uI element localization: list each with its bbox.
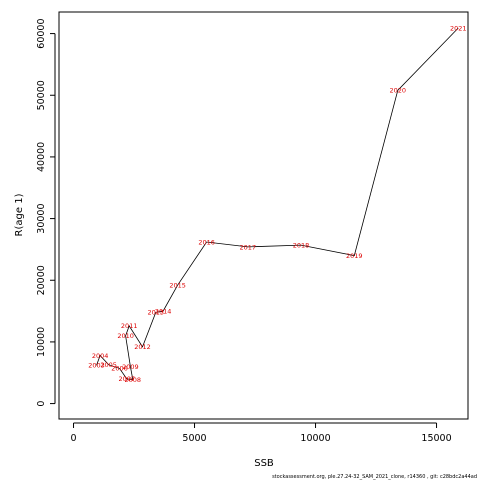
- point-label-2019: 2019: [346, 252, 363, 260]
- point-label-2009: 2009: [122, 363, 139, 371]
- point-label-2018: 2018: [293, 241, 310, 249]
- y-axis-title: R(age 1): [14, 193, 25, 236]
- point-label-2014: 2014: [155, 307, 172, 315]
- point-label-2010: 2010: [117, 332, 134, 340]
- y-tick-label: 60000: [36, 18, 47, 48]
- x-tick-label: 15000: [421, 433, 451, 444]
- y-tick-label: 40000: [36, 142, 47, 172]
- point-label-2013: 2013: [148, 309, 165, 317]
- footer-credit: stockassessment.org, ple.27.24-32_SAM_20…: [272, 474, 477, 480]
- point-label-2003: 2003: [88, 362, 105, 370]
- point-label-2008: 2008: [125, 376, 142, 384]
- plot-frame: [58, 11, 469, 420]
- point-label-2015: 2015: [169, 282, 186, 290]
- sr-trajectory-line: [96, 27, 459, 380]
- y-axis: 0 10000 20000 30000 40000 50000 60000: [36, 18, 56, 407]
- point-label-2005: 2005: [100, 361, 117, 369]
- x-tick-label: 10000: [300, 433, 330, 444]
- x-axis: 0 5000 10000 15000: [70, 422, 452, 444]
- point-label-2021: 2021: [450, 24, 467, 32]
- point-label-2020: 2020: [390, 87, 407, 95]
- point-label-2016: 2016: [198, 238, 215, 246]
- y-tick-label: 30000: [36, 203, 47, 233]
- point-label-2007: 2007: [119, 375, 136, 383]
- point-label-2012: 2012: [134, 343, 151, 351]
- point-label-2011: 2011: [121, 322, 138, 330]
- point-label-2004: 2004: [92, 352, 109, 360]
- x-tick-label: 5000: [182, 433, 206, 444]
- point-label-2017: 2017: [240, 243, 257, 251]
- point-label-2006: 2006: [111, 365, 128, 373]
- x-tick-label: 0: [70, 433, 76, 444]
- y-tick-label: 20000: [36, 265, 47, 295]
- y-tick-label: 50000: [36, 80, 47, 110]
- y-tick-label: 10000: [36, 327, 47, 357]
- x-axis-title: SSB: [254, 458, 274, 469]
- y-tick-label: 0: [36, 401, 47, 407]
